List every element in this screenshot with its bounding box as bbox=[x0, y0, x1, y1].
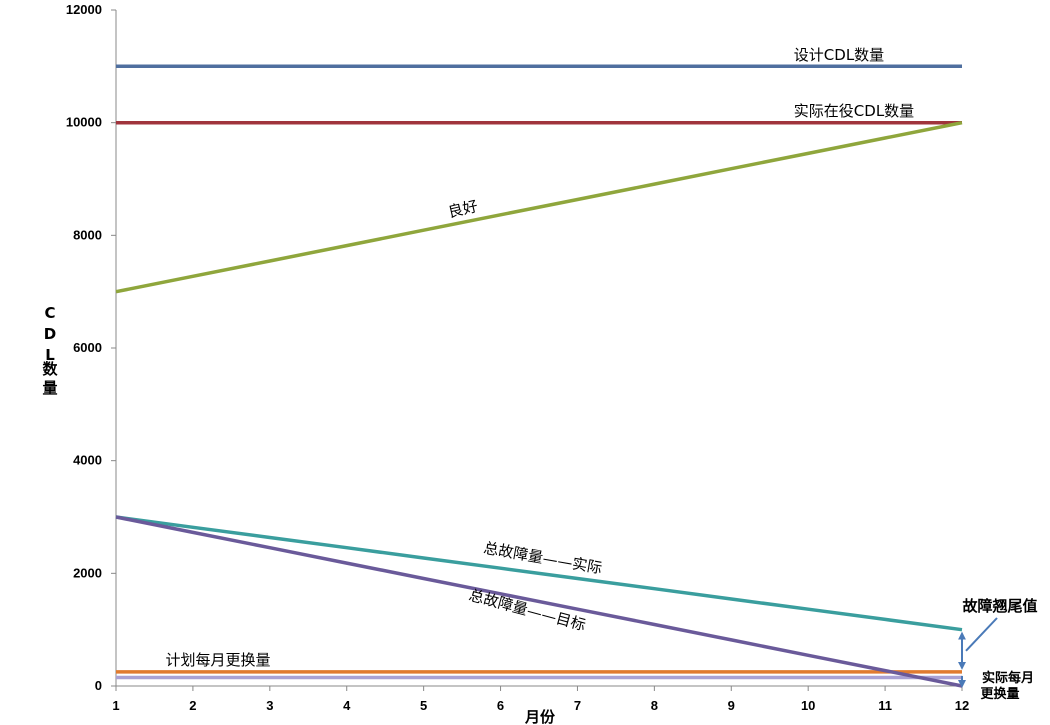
series-label-failure-target: 总故障量——目标 bbox=[467, 586, 588, 634]
y-tick-label: 10000 bbox=[66, 115, 102, 130]
tail-value-pointer bbox=[965, 617, 998, 652]
series-label-failure-actual: 总故障量——实际 bbox=[482, 539, 603, 578]
x-tick-label: 4 bbox=[343, 698, 351, 713]
y-axis-title-d: D bbox=[44, 325, 56, 343]
x-tick-label: 6 bbox=[497, 698, 504, 713]
x-tick-label: 11 bbox=[878, 698, 892, 713]
series-label-good: 良好 bbox=[446, 197, 479, 221]
y-tick-label: 6000 bbox=[73, 340, 102, 355]
x-tick-label: 8 bbox=[651, 698, 658, 713]
annotation-actual-monthly-2: 更换量 bbox=[980, 686, 1019, 702]
series-label-actual-cdl: 实际在役CDL数量 bbox=[794, 102, 914, 120]
y-axis-title-shu: 数 bbox=[42, 360, 58, 378]
x-axis-title: 月份 bbox=[524, 708, 556, 725]
y-axis-title-l: L bbox=[45, 346, 55, 364]
y-axis-title-c: C bbox=[44, 304, 55, 322]
y-tick-label: 12000 bbox=[66, 2, 102, 17]
series-layer bbox=[115, 64, 963, 688]
y-tick-label: 4000 bbox=[73, 453, 102, 468]
series-line-3 bbox=[115, 515, 963, 632]
annotation-tail-value: 故障翘尾值 bbox=[962, 597, 1037, 615]
annotation-arrows bbox=[958, 617, 998, 688]
series-line-4 bbox=[115, 515, 963, 688]
x-tick-label: 10 bbox=[801, 698, 815, 713]
x-tick-label: 3 bbox=[266, 698, 273, 713]
x-tick-label: 9 bbox=[728, 698, 735, 713]
x-tick-label: 1 bbox=[112, 698, 119, 713]
series-label-design-cdl: 设计CDL数量 bbox=[794, 46, 884, 64]
x-tick-label: 2 bbox=[189, 698, 196, 713]
x-tick-label: 12 bbox=[955, 698, 969, 713]
x-tick-label: 7 bbox=[574, 698, 581, 713]
series-labels: 设计CDL数量 实际在役CDL数量 良好 总故障量——实际 总故障量——目标 计… bbox=[42, 46, 1037, 725]
annotation-actual-monthly-1: 实际每月 bbox=[982, 670, 1034, 686]
y-axis-title-liang: 量 bbox=[42, 379, 57, 397]
x-tick-label: 5 bbox=[420, 698, 427, 713]
y-tick-label: 2000 bbox=[73, 565, 102, 580]
series-label-planned-monthly: 计划每月更换量 bbox=[165, 651, 270, 669]
y-tick-label: 8000 bbox=[73, 227, 102, 242]
series-line-2 bbox=[115, 120, 963, 294]
y-tick-label: 0 bbox=[95, 678, 102, 693]
